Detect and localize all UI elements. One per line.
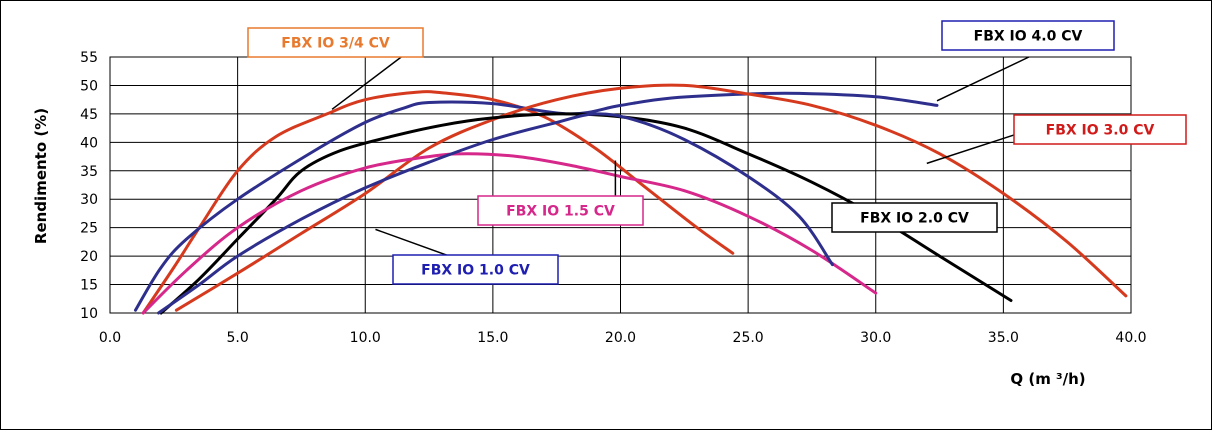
y-tick-label: 15 (80, 278, 98, 294)
series-line-2 (174, 83, 1128, 312)
series-line-1 (134, 91, 939, 312)
y-tick-label: 30 (80, 192, 98, 208)
x-tick-label: 25.0 (733, 330, 764, 346)
series-label-frame (941, 20, 1115, 51)
x-tick-label: 35.0 (988, 330, 1019, 346)
x-tick-label: 5.0 (226, 330, 248, 346)
y-tick-label: 55 (80, 50, 98, 66)
tick-labels: 0.0 5.0 10.0 15.0 20.0 25.0 30.0 35.0 40.0 10 15 20… (80, 50, 1146, 346)
series-labels: FBX IO 3/4 CV FBX IO 4.0 CV FBX IO 3.0 CV F… (247, 20, 1187, 285)
annotation-pointer-1 (936, 56, 1030, 102)
series-label-frame (247, 27, 424, 58)
series-label-frame (831, 202, 998, 233)
series-label-box-3: FBX IO 2.0 CV (831, 202, 998, 233)
y-tick-label: 20 (80, 249, 98, 265)
series-label-text: FBX IO 3.0 CV (1046, 123, 1155, 139)
x-tick-label: 15.0 (477, 330, 508, 346)
series-label-text: FBX IO 2.0 CV (860, 211, 969, 227)
x-tick-label: 0.0 (99, 330, 121, 346)
series-lines (134, 83, 1128, 315)
series-line-3 (159, 112, 1013, 315)
series-label-frame (477, 195, 644, 226)
y-tick-label: 35 (80, 164, 98, 180)
series-label-text: FBX IO 3/4 CV (281, 36, 390, 52)
series-label-box-0: FBX IO 3/4 CV (247, 27, 424, 58)
y-tick-label: 50 (80, 78, 98, 94)
y-tick-label: 45 (80, 107, 98, 123)
x-tick-label: 30.0 (860, 330, 891, 346)
series-label-text: FBX IO 4.0 CV (974, 29, 1083, 45)
series-line-5 (157, 112, 834, 315)
x-tick-label: 40.0 (1115, 330, 1146, 346)
plot-area-frame (109, 56, 1132, 314)
y-tick-label: 40 (80, 135, 98, 151)
series-label-frame (392, 254, 559, 285)
series-label-box-2: FBX IO 3.0 CV (1013, 114, 1187, 145)
x-axis-title: Q (m ³/h) (1010, 370, 1085, 388)
series-label-box-1: FBX IO 4.0 CV (941, 20, 1115, 51)
y-tick-label: 10 (80, 306, 98, 322)
series-label-frame (1013, 114, 1187, 145)
grid-layer (109, 56, 1132, 314)
annotation-pointer-5 (375, 228, 450, 257)
x-tick-label: 10.0 (350, 330, 381, 346)
series-line-4 (141, 152, 878, 315)
y-tick-label: 25 (80, 221, 98, 237)
x-tick-label: 20.0 (605, 330, 636, 346)
series-label-text: FBX IO 1.5 CV (506, 204, 615, 220)
series-label-box-5: FBX IO 1.0 CV (392, 254, 559, 285)
series-label-box-4: FBX IO 1.5 CV (477, 195, 644, 226)
annotation-pointer-2 (926, 130, 1027, 165)
series-label-text: FBX IO 1.0 CV (421, 263, 530, 279)
y-axis-title: Rendimento (%) (32, 108, 50, 244)
